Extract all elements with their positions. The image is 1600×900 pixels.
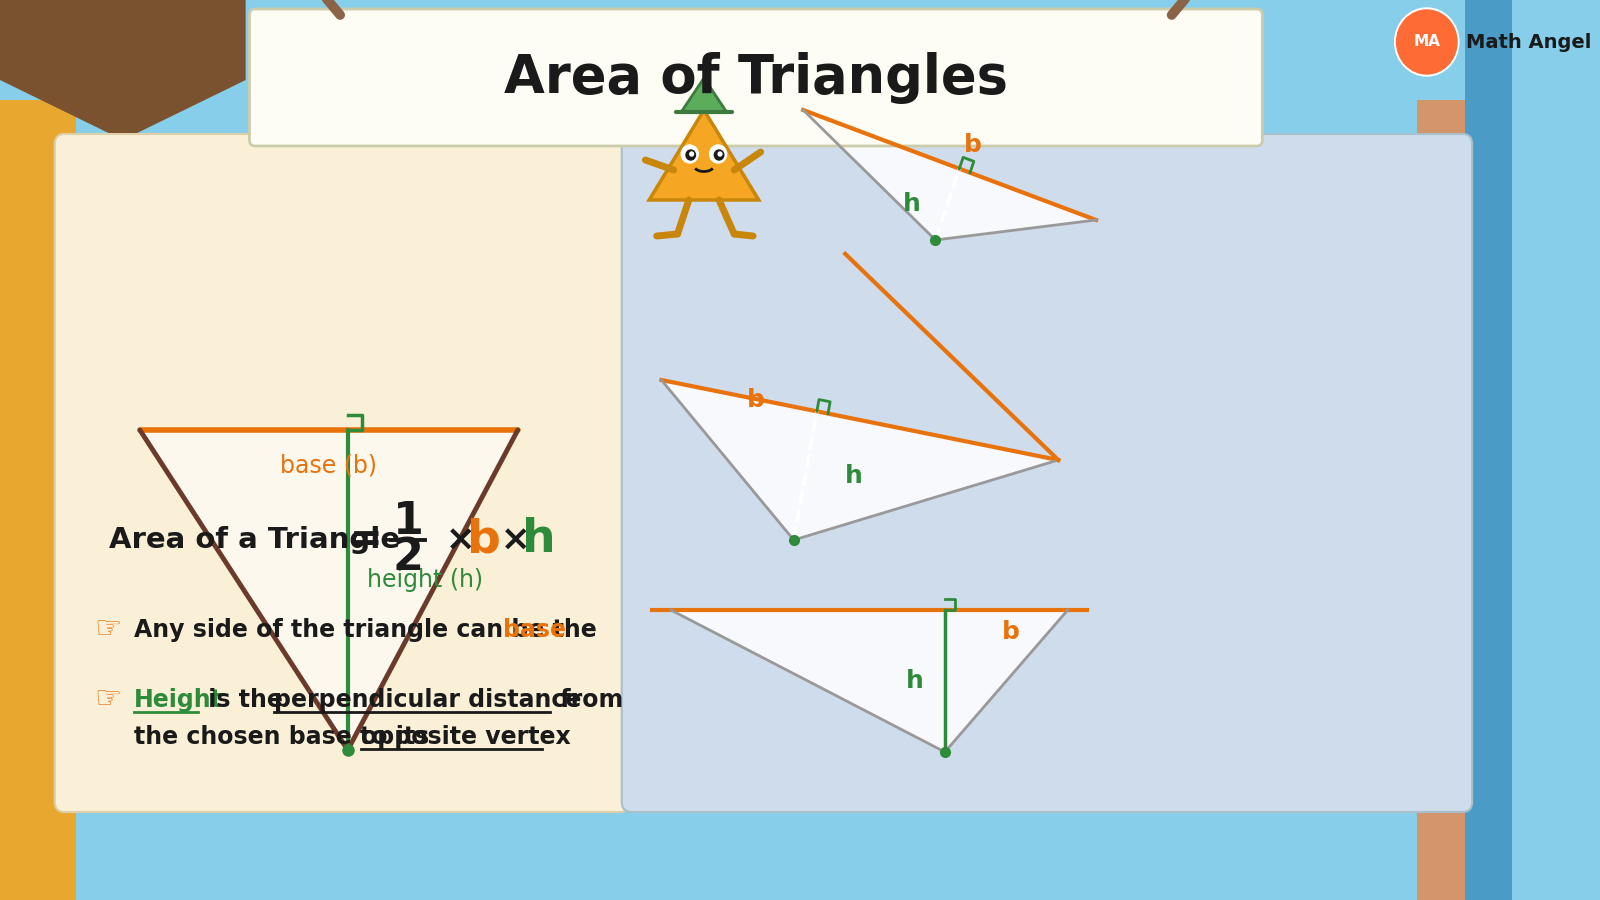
- Text: ×: ×: [432, 523, 475, 557]
- Polygon shape: [0, 0, 246, 140]
- Text: b: b: [965, 133, 982, 157]
- Text: b: b: [467, 518, 501, 562]
- Text: h: h: [522, 518, 555, 562]
- Circle shape: [690, 152, 693, 156]
- Text: perpendicular distance: perpendicular distance: [274, 688, 581, 712]
- Text: Height: Height: [134, 688, 222, 712]
- Polygon shape: [650, 110, 758, 200]
- Text: b: b: [1002, 620, 1019, 644]
- Circle shape: [682, 145, 698, 163]
- Text: MA: MA: [1413, 34, 1440, 50]
- FancyBboxPatch shape: [0, 100, 75, 900]
- FancyBboxPatch shape: [250, 9, 1262, 146]
- Circle shape: [710, 145, 726, 163]
- Text: 2: 2: [392, 536, 424, 580]
- Circle shape: [1397, 10, 1458, 74]
- Text: ☞: ☞: [94, 686, 122, 715]
- Polygon shape: [139, 430, 518, 750]
- Polygon shape: [682, 78, 726, 112]
- Text: h: h: [845, 464, 862, 488]
- Text: height (h): height (h): [366, 568, 483, 592]
- Text: ☞: ☞: [94, 616, 122, 644]
- Text: base (b): base (b): [280, 453, 378, 477]
- Text: h: h: [906, 669, 925, 693]
- Polygon shape: [670, 610, 1067, 752]
- Text: Area of a Triangle: Area of a Triangle: [109, 526, 400, 554]
- FancyBboxPatch shape: [1418, 100, 1512, 900]
- Text: Area of Triangles: Area of Triangles: [504, 52, 1008, 104]
- Text: h: h: [902, 193, 922, 216]
- Circle shape: [1395, 8, 1459, 76]
- Circle shape: [686, 150, 696, 160]
- Text: Math Angel: Math Angel: [1467, 32, 1592, 51]
- Text: the chosen base to its: the chosen base to its: [134, 725, 438, 749]
- FancyBboxPatch shape: [54, 134, 629, 812]
- Text: from: from: [552, 688, 622, 712]
- Text: opposite vertex: opposite vertex: [362, 725, 571, 749]
- Text: Any side of the triangle can be the: Any side of the triangle can be the: [134, 618, 605, 642]
- Circle shape: [718, 152, 722, 156]
- FancyBboxPatch shape: [1464, 0, 1512, 900]
- Polygon shape: [803, 110, 1096, 240]
- Text: 1: 1: [392, 500, 424, 544]
- Text: ×: ×: [488, 523, 531, 557]
- Circle shape: [714, 150, 723, 160]
- FancyBboxPatch shape: [622, 134, 1472, 812]
- Text: base: base: [502, 618, 566, 642]
- Text: is the: is the: [200, 688, 291, 712]
- Polygon shape: [661, 380, 1058, 540]
- Text: b: b: [747, 388, 765, 412]
- Text: =: =: [350, 521, 382, 559]
